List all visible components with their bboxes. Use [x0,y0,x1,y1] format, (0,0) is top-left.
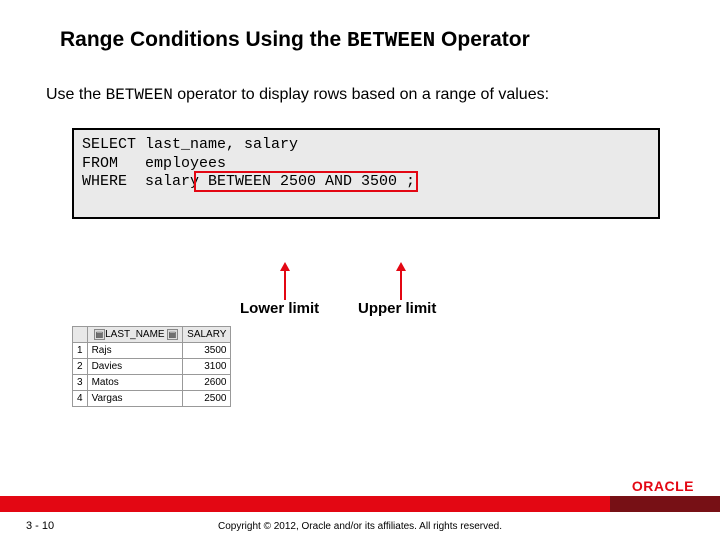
body-pre: Use the [46,86,106,103]
sql-line2: FROM employees [82,155,226,172]
table-row: 2Davies3100 [73,359,231,375]
oracle-logo: ORACLE [632,478,694,494]
body-code: BETWEEN [106,86,173,104]
copyright-text: Copyright © 2012, Oracle and/or its affi… [0,521,720,532]
th-salary: SALARY [183,327,231,343]
sort-icon: ▤ [167,329,179,340]
table-header-row: ▤LAST_NAME▤ SALARY [73,327,231,343]
sql-code-box: SELECT last_name, salary FROM employees … [72,128,660,219]
title-code: BETWEEN [347,30,435,53]
between-highlight [194,171,418,192]
table-row: 1Rajs3500 [73,343,231,359]
table-row: 3Matos2600 [73,375,231,391]
th-rownum [73,327,88,343]
title-post: Operator [435,28,530,51]
table-row: 4Vargas2500 [73,391,231,407]
result-table: ▤LAST_NAME▤ SALARY 1Rajs3500 2Davies3100… [72,326,231,407]
title-pre: Range Conditions Using the [60,28,347,51]
body-post: operator to display rows based on a rang… [173,86,549,103]
th-lastname: ▤LAST_NAME▤ [87,327,183,343]
slide-title: Range Conditions Using the BETWEEN Opera… [0,0,720,63]
upper-limit-label: Upper limit [358,300,436,317]
sort-icon: ▤ [94,329,106,340]
body-text: Use the BETWEEN operator to display rows… [0,63,720,116]
lower-limit-label: Lower limit [240,300,319,317]
sql-line1: SELECT last_name, salary [82,136,298,153]
footer-bar [0,496,720,512]
